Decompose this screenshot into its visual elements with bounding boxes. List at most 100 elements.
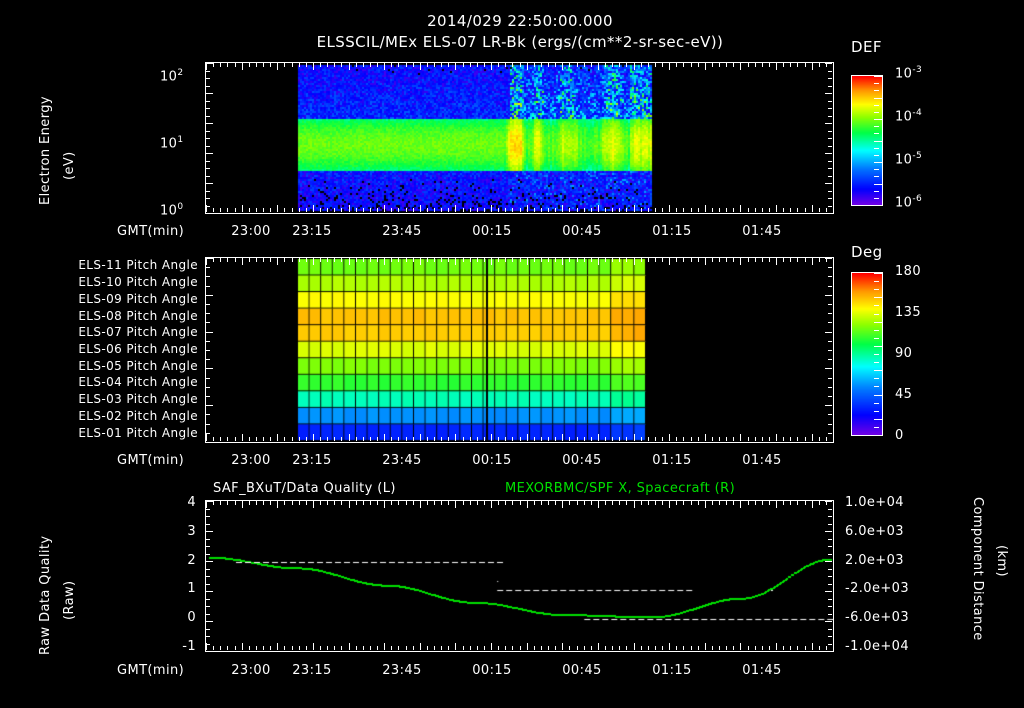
panel1-tick <box>505 63 506 67</box>
panel1-tick <box>555 63 556 67</box>
panel3-tick <box>534 646 535 650</box>
panel1-tick <box>726 63 727 67</box>
panel2-ytick <box>828 322 832 323</box>
panel3-tick <box>220 501 221 505</box>
panel3-tick <box>812 501 813 508</box>
panel1-tick <box>256 208 257 212</box>
panel1-tick <box>434 208 435 212</box>
panel3-tick <box>797 646 798 650</box>
panel3-tick <box>797 501 798 505</box>
panel2-ytick <box>206 258 213 259</box>
panel1-tick <box>384 205 385 212</box>
panel2-tick <box>463 258 464 262</box>
panel1-ytick <box>828 206 832 207</box>
panel2-tick <box>676 258 677 262</box>
panel2-tick <box>534 437 535 441</box>
panel1-tick <box>612 208 613 212</box>
panel1-ytick <box>828 116 832 117</box>
panel2-ytick <box>206 396 210 397</box>
panel1-tick <box>712 63 713 67</box>
colorbar-tick <box>874 273 883 274</box>
panel1-tick <box>235 63 236 67</box>
panel3-tick <box>577 501 578 505</box>
panel2-ytick <box>206 368 213 369</box>
panel1-tick <box>463 208 464 212</box>
panel3-tick <box>726 501 727 505</box>
panel3-ytick <box>206 629 210 630</box>
panel2-tick <box>413 437 414 441</box>
panel3-tick <box>527 501 528 508</box>
panel3-ytick <box>828 644 832 645</box>
panel2-tick <box>413 258 414 262</box>
panel3-tick <box>277 501 278 508</box>
data-quality-panel[interactable] <box>205 500 834 652</box>
panel1-ytick <box>206 123 213 124</box>
panel2-tick <box>235 437 236 441</box>
panel3-ytick-left-3: 1 <box>187 581 196 597</box>
panel3-tick <box>705 643 706 650</box>
panel1-tick <box>398 63 399 67</box>
panel1-tick <box>299 208 300 212</box>
electron-energy-spectrogram-panel[interactable] <box>205 62 834 214</box>
panel1-tick <box>833 208 834 212</box>
panel3-tick <box>512 501 513 505</box>
panel1-tick <box>683 208 684 212</box>
panel2-tick <box>220 437 221 441</box>
panel1-tick <box>341 63 342 67</box>
panel3-ytick <box>206 576 210 577</box>
panel1-tick <box>634 63 635 70</box>
panel2-tick <box>826 437 827 441</box>
panel1-tick <box>235 208 236 212</box>
panel2-tick <box>455 258 456 265</box>
panel1-tick <box>527 63 528 70</box>
panel3-ytick <box>828 629 832 630</box>
panel3-ytick-left-1: 3 <box>187 523 196 539</box>
panel2-tick <box>819 258 820 262</box>
panel3-tick <box>669 501 670 508</box>
panel3-tick <box>577 646 578 650</box>
panel1-tick <box>755 63 756 67</box>
panel3-tick <box>413 501 414 505</box>
panel3-tick <box>776 643 777 650</box>
panel1-tick <box>377 63 378 67</box>
panel1-xtick-6: 01:45 <box>742 224 782 239</box>
panel3-tick <box>263 646 264 650</box>
panel2-tick <box>534 258 535 262</box>
panel1-tick <box>584 208 585 212</box>
panel3-tick <box>341 646 342 650</box>
panel3-tick <box>427 646 428 650</box>
panel3-tick <box>320 646 321 650</box>
panel3-xlabel: GMT(min) <box>117 663 185 678</box>
panel3-tick <box>327 501 328 505</box>
panel1-xtick-3: 00:15 <box>472 224 512 239</box>
panel3-tick <box>448 501 449 505</box>
panel1-tick <box>676 63 677 67</box>
panel2-tick <box>270 258 271 262</box>
panel3-title-right: MEXORBMC/SPF X, Spacecraft (R) <box>505 481 736 496</box>
panel3-tick <box>498 646 499 650</box>
panel1-ytick <box>825 93 832 94</box>
panel3-ytick <box>206 621 213 622</box>
panel1-ytick <box>828 191 832 192</box>
pitch-angle-panel[interactable] <box>205 257 834 443</box>
colorbar-tick <box>874 411 879 412</box>
panel1-ytick <box>206 161 210 162</box>
panel2-tick <box>441 258 442 262</box>
colorbar2-label-180: 180 <box>895 264 922 279</box>
panel3-tick <box>306 646 307 650</box>
panel2-tick <box>434 437 435 441</box>
panel3-tick <box>220 646 221 650</box>
panel1-tick <box>783 63 784 67</box>
panel1-tick <box>220 63 221 67</box>
panel3-ytick <box>828 584 832 585</box>
panel1-tick <box>477 208 478 212</box>
panel3-tick <box>662 646 663 650</box>
panel2-tick <box>427 437 428 441</box>
panel3-tick <box>626 646 627 650</box>
panel1-tick <box>705 205 706 212</box>
panel1-ytick <box>206 78 210 79</box>
panel3-tick <box>491 643 492 650</box>
panel2-tick <box>477 437 478 441</box>
panel3-tick <box>683 501 684 505</box>
panel2-ytick <box>825 405 832 406</box>
